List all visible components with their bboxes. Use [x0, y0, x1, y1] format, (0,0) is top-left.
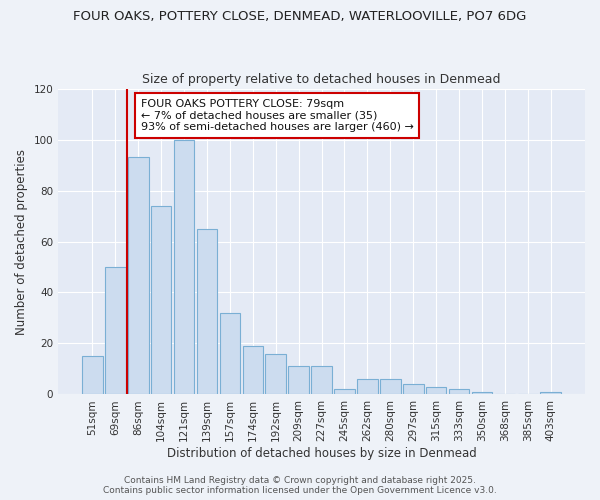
Text: FOUR OAKS, POTTERY CLOSE, DENMEAD, WATERLOOVILLE, PO7 6DG: FOUR OAKS, POTTERY CLOSE, DENMEAD, WATER…	[73, 10, 527, 23]
Bar	[82, 356, 103, 395]
Bar	[289, 366, 309, 394]
Text: Contains HM Land Registry data © Crown copyright and database right 2025.
Contai: Contains HM Land Registry data © Crown c…	[103, 476, 497, 495]
Bar	[449, 390, 469, 394]
Bar	[265, 354, 286, 395]
Y-axis label: Number of detached properties: Number of detached properties	[15, 148, 28, 334]
Bar	[311, 366, 332, 394]
Bar	[151, 206, 172, 394]
Bar	[174, 140, 194, 394]
Bar	[426, 387, 446, 394]
Text: FOUR OAKS POTTERY CLOSE: 79sqm
← 7% of detached houses are smaller (35)
93% of s: FOUR OAKS POTTERY CLOSE: 79sqm ← 7% of d…	[140, 99, 413, 132]
Title: Size of property relative to detached houses in Denmead: Size of property relative to detached ho…	[142, 73, 501, 86]
Bar	[105, 267, 125, 394]
Bar	[357, 379, 378, 394]
Bar	[334, 390, 355, 394]
X-axis label: Distribution of detached houses by size in Denmead: Distribution of detached houses by size …	[167, 447, 476, 460]
Bar	[197, 229, 217, 394]
Bar	[128, 158, 149, 394]
Bar	[403, 384, 424, 394]
Bar	[472, 392, 493, 394]
Bar	[380, 379, 401, 394]
Bar	[242, 346, 263, 395]
Bar	[541, 392, 561, 394]
Bar	[220, 313, 240, 394]
